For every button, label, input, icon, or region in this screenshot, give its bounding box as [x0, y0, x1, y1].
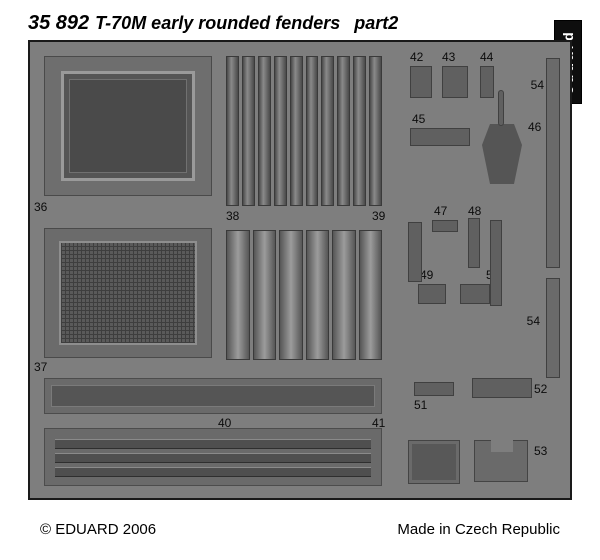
- part-41-strip: [44, 428, 382, 486]
- label-52: 52: [534, 382, 547, 396]
- part-misc-strip: [408, 222, 422, 282]
- label-46: 46: [528, 120, 541, 134]
- label-53: 53: [534, 444, 547, 458]
- label-38: 38: [226, 209, 239, 223]
- groove: [55, 467, 371, 477]
- slat: [321, 56, 334, 206]
- product-title: T-70M early rounded fenders: [95, 13, 340, 34]
- slat: [258, 56, 271, 206]
- slat: [274, 56, 287, 206]
- label-43: 43: [442, 50, 455, 64]
- part-40-strip: [44, 378, 382, 414]
- part-53: [474, 440, 528, 482]
- slat: [290, 56, 303, 206]
- part-52: [472, 378, 532, 398]
- origin: Made in Czech Republic: [397, 521, 560, 538]
- part-43: [442, 66, 468, 98]
- part-misc: [408, 440, 460, 484]
- slat: [359, 230, 383, 360]
- slat: [226, 56, 239, 206]
- label-54a: 54: [531, 78, 544, 92]
- part-37-mesh: [44, 228, 212, 358]
- slat: [306, 230, 330, 360]
- part-54-strip: [546, 58, 560, 268]
- copyright: © EDUARD 2006: [40, 521, 156, 538]
- slat: [242, 56, 255, 206]
- label-47: 47: [434, 204, 447, 218]
- photoetch-fret: 36 37 38 39 40 41 42 43: [28, 40, 572, 500]
- part-46-shovel: [482, 124, 522, 184]
- part-number: part2: [354, 13, 398, 34]
- label-37: 37: [34, 360, 47, 374]
- part-50: [460, 284, 490, 304]
- slat: [369, 56, 382, 206]
- part-42: [410, 66, 432, 98]
- part-45: [410, 128, 470, 146]
- groove: [55, 439, 371, 449]
- part-44: [480, 66, 494, 98]
- slat: [337, 56, 350, 206]
- shovel-handle: [498, 90, 504, 126]
- slat: [253, 230, 277, 360]
- part-54-strip: [546, 278, 560, 378]
- part-47: [432, 220, 458, 232]
- part-48: [468, 218, 480, 268]
- label-45: 45: [412, 112, 425, 126]
- catalog-number: 35 892: [28, 12, 89, 35]
- label-42: 42: [410, 50, 423, 64]
- part-39-slats: [226, 230, 382, 360]
- label-39: 39: [372, 209, 385, 223]
- label-36: 36: [34, 200, 47, 214]
- header: 35 892 T-70M early rounded fenders part2: [28, 12, 398, 35]
- slat: [306, 56, 319, 206]
- slat: [332, 230, 356, 360]
- label-51: 51: [414, 398, 427, 412]
- part-49: [418, 284, 446, 304]
- part-51: [414, 382, 454, 396]
- slat: [353, 56, 366, 206]
- label-49: 49: [420, 268, 433, 282]
- groove: [55, 453, 371, 463]
- slat: [226, 230, 250, 360]
- part-misc-strip2: [490, 220, 502, 306]
- label-54b: 54: [527, 314, 540, 328]
- label-44: 44: [480, 50, 493, 64]
- label-41: 41: [372, 416, 385, 430]
- label-48: 48: [468, 204, 481, 218]
- mesh-grid: [59, 241, 197, 345]
- part-36: [44, 56, 212, 196]
- slat: [279, 230, 303, 360]
- part-38-slats: [226, 56, 382, 206]
